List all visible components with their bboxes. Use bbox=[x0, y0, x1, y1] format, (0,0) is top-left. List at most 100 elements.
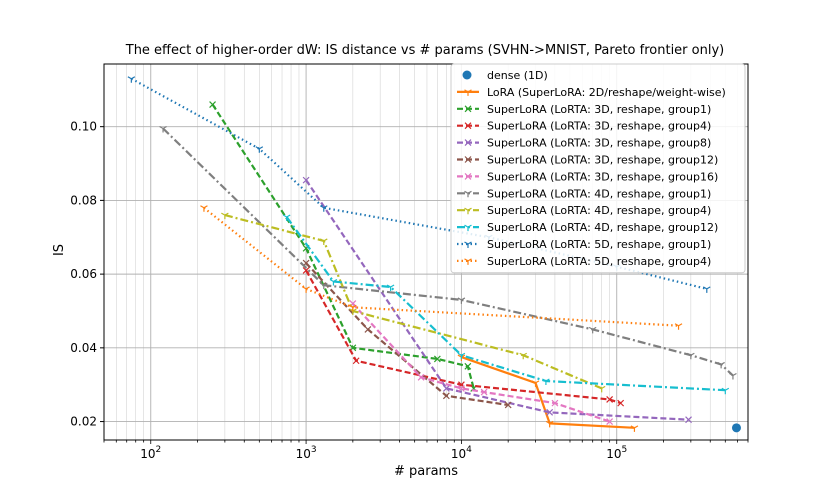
legend-marker bbox=[464, 207, 472, 215]
y-tick-label: 0.02 bbox=[70, 415, 97, 429]
data-point bbox=[729, 372, 737, 380]
legend-marker bbox=[464, 89, 472, 96]
legend-entry: SuperLoRA (LoRTA: 4D, reshape, group4) bbox=[457, 204, 711, 217]
data-point bbox=[302, 176, 310, 184]
data-point bbox=[545, 420, 554, 428]
plot-frame bbox=[103, 63, 749, 441]
data-point bbox=[702, 286, 711, 293]
x-axis-label: # params bbox=[394, 464, 458, 479]
legend-entry: SuperLoRA (LoRTA: 3D, reshape, group16) bbox=[457, 170, 718, 183]
legend: dense (1D) LoRA (SuperLoRA: 2D/reshape/we… bbox=[450, 63, 746, 274]
data-point bbox=[504, 401, 512, 409]
legend-label: LoRA (SuperLoRA: 2D/reshape/weight-wise) bbox=[487, 86, 726, 99]
data-point bbox=[302, 267, 310, 274]
data-point bbox=[364, 325, 372, 333]
series-line bbox=[130, 77, 708, 290]
data-point bbox=[127, 76, 136, 83]
data-point bbox=[687, 352, 695, 360]
series-line bbox=[305, 262, 509, 407]
series-line bbox=[211, 103, 475, 389]
data-point bbox=[255, 146, 264, 153]
data-point bbox=[329, 278, 338, 286]
legend-label: SuperLoRA (LoRTA: 4D, reshape, group4) bbox=[487, 204, 711, 217]
legend-label: SuperLoRA (LoRTA: 4D, reshape, group12) bbox=[487, 221, 718, 234]
legend-marker bbox=[464, 190, 472, 198]
legend-marker bbox=[464, 122, 472, 130]
data-point bbox=[464, 362, 472, 370]
data-point bbox=[685, 416, 692, 424]
data-point bbox=[717, 361, 725, 369]
data-point bbox=[352, 357, 360, 365]
data-point bbox=[221, 212, 229, 220]
ticks: 0.02 0.04 0.06 0.08 0.10 102 103 104 105 bbox=[70, 120, 749, 461]
legend-entry: dense (1D) bbox=[462, 69, 548, 82]
data-point bbox=[417, 373, 425, 381]
legend-entry: SuperLoRA (LoRTA: 4D, reshape, group12) bbox=[457, 221, 718, 234]
data-point bbox=[282, 214, 291, 221]
legend-box bbox=[450, 63, 746, 274]
data-point bbox=[531, 380, 540, 387]
data-point bbox=[597, 385, 606, 393]
legend-label: SuperLoRA (LoRTA: 4D, reshape, group1) bbox=[487, 187, 711, 200]
data-point bbox=[519, 352, 528, 360]
data-point bbox=[674, 323, 683, 330]
y-tick-label: 0.04 bbox=[70, 341, 97, 355]
data-point bbox=[209, 101, 216, 108]
legend-marker bbox=[462, 70, 472, 80]
data-point bbox=[457, 297, 466, 304]
series-line bbox=[285, 216, 726, 392]
x-tick-label: 102 bbox=[140, 445, 161, 461]
series-11 bbox=[200, 205, 683, 330]
data-point bbox=[617, 399, 625, 407]
legend-marker bbox=[464, 139, 472, 147]
x-tick-label: 105 bbox=[606, 445, 627, 461]
legend-entry: SuperLoRA (LoRTA: 3D, reshape, group8) bbox=[457, 137, 711, 150]
legend-entry: SuperLoRA (LoRTA: 5D, reshape, group1) bbox=[457, 238, 711, 251]
data-point bbox=[319, 205, 328, 212]
legend-entry: SuperLoRA (LoRTA: 3D, reshape, group12) bbox=[457, 154, 718, 167]
y-tick-label: 0.06 bbox=[70, 267, 97, 281]
legend-label: SuperLoRA (LoRTA: 3D, reshape, group12) bbox=[487, 154, 718, 167]
legend-marker bbox=[464, 241, 472, 248]
data-point bbox=[731, 423, 741, 433]
y-axis-label: IS bbox=[52, 244, 67, 256]
x-tick-label: 104 bbox=[451, 445, 472, 461]
legend-entry: SuperLoRA (LoRTA: 4D, reshape, group1) bbox=[457, 187, 711, 200]
legend-label: SuperLoRA (LoRTA: 3D, reshape, group4) bbox=[487, 120, 711, 133]
data-point bbox=[442, 384, 450, 392]
data-point bbox=[630, 425, 639, 432]
series-line bbox=[461, 356, 635, 429]
legend-label: dense (1D) bbox=[487, 69, 548, 82]
legend-label: SuperLoRA (LoRTA: 3D, reshape, group1) bbox=[487, 103, 711, 116]
series-0 bbox=[731, 423, 741, 433]
data-point bbox=[542, 378, 550, 386]
series-7 bbox=[159, 125, 737, 380]
legend-marker bbox=[464, 105, 472, 113]
series-4 bbox=[302, 176, 692, 424]
series-6 bbox=[349, 300, 614, 425]
data-point bbox=[606, 396, 614, 403]
series-9 bbox=[282, 214, 730, 395]
data-point bbox=[457, 352, 466, 360]
legend-entry: SuperLoRA (LoRTA: 3D, reshape, group1) bbox=[457, 103, 711, 116]
data-point bbox=[551, 399, 559, 407]
legend-label: SuperLoRA (LoRTA: 5D, reshape, group4) bbox=[487, 255, 711, 268]
legend-marker bbox=[464, 156, 472, 163]
legend-marker bbox=[464, 258, 472, 265]
data-point bbox=[302, 286, 310, 293]
series-line bbox=[305, 179, 689, 421]
y-tick-label: 0.10 bbox=[70, 120, 97, 134]
data-point bbox=[442, 392, 450, 400]
legend-entry: LoRA (SuperLoRA: 2D/reshape/weight-wise) bbox=[457, 86, 726, 99]
y-tick-label: 0.08 bbox=[70, 193, 97, 207]
data-point bbox=[319, 238, 328, 245]
data-point bbox=[386, 284, 395, 292]
legend-marker bbox=[464, 224, 472, 232]
data-point bbox=[588, 326, 597, 334]
data-point bbox=[433, 355, 441, 363]
legend-entry: SuperLoRA (LoRTA: 3D, reshape, group4) bbox=[457, 120, 711, 133]
legend-entry: SuperLoRA (LoRTA: 5D, reshape, group4) bbox=[457, 255, 711, 268]
data-point bbox=[606, 418, 614, 425]
legend-label: SuperLoRA (LoRTA: 3D, reshape, group16) bbox=[487, 170, 718, 183]
